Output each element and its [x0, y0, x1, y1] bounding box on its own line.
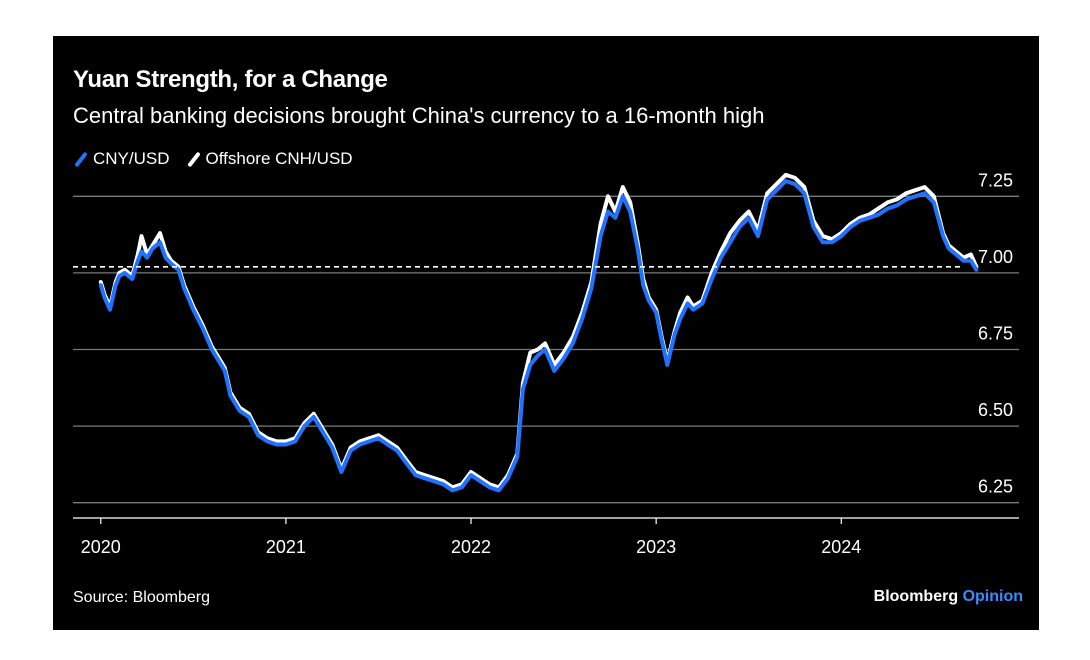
- x-tick-label: 2023: [636, 537, 676, 557]
- series-line-cny: [98, 179, 979, 493]
- brand-name: Bloomberg: [873, 588, 959, 605]
- legend-item-cny: CNY/USD: [73, 149, 170, 169]
- y-tick-label: 7.25: [978, 170, 1013, 190]
- legend-label-cny: CNY/USD: [93, 149, 170, 168]
- series-layer: [98, 172, 979, 493]
- x-tick-label: 2020: [81, 537, 121, 557]
- legend-label-cnh: Offshore CNH/USD: [205, 149, 353, 168]
- brand-logo: Bloomberg Opinion: [874, 588, 1023, 606]
- chart-title: Yuan Strength, for a Change: [73, 66, 388, 93]
- brand-suffix: Opinion: [962, 588, 1023, 605]
- y-tick-label: 7.00: [978, 247, 1013, 267]
- axis-layer: 6.25 6.50 6.75 7.00 7.25 2020 2021 2022 2023 2024: [73, 170, 1019, 557]
- x-tick-label: 2022: [451, 537, 491, 557]
- y-tick-label: 6.25: [978, 477, 1013, 497]
- source-note: Source: Bloomberg: [73, 589, 210, 606]
- x-tick-label: 2021: [266, 537, 306, 557]
- x-tick-label: 2024: [821, 537, 861, 557]
- series-line-cnh: [98, 172, 979, 490]
- chart-subtitle: Central banking decisions brought China'…: [73, 103, 765, 128]
- chart-legend: CNY/USD Offshore CNH/USD: [73, 149, 369, 169]
- line-chart: 6.25 6.50 6.75 7.00 7.25 2020 2021 2022 2023 2024: [73, 170, 1019, 557]
- legend-item-cnh: Offshore CNH/USD: [186, 149, 353, 169]
- chart-panel: Yuan Strength, for a Change Central bank…: [53, 36, 1039, 630]
- y-tick-label: 6.50: [978, 400, 1013, 420]
- y-tick-label: 6.75: [978, 324, 1013, 344]
